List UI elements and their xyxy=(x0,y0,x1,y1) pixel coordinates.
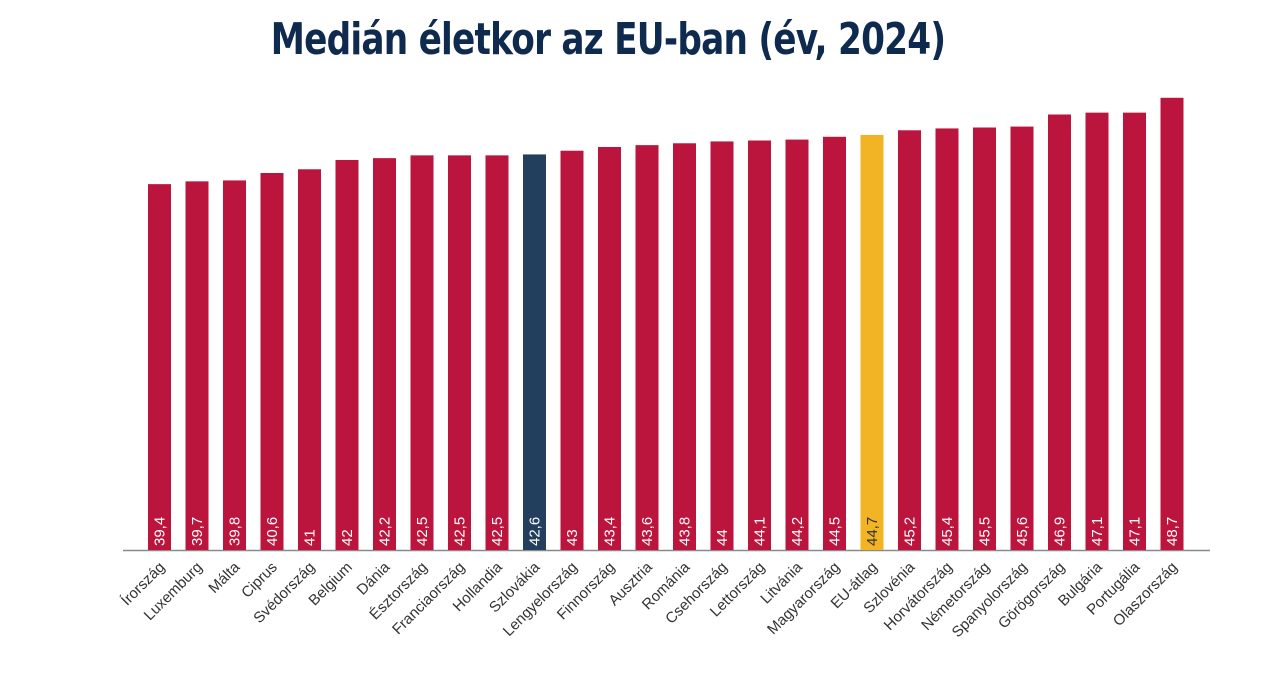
data-label: 42,2 xyxy=(377,517,394,546)
data-label: 43,8 xyxy=(677,517,694,546)
bar xyxy=(1085,112,1109,551)
data-label: 41 xyxy=(302,529,319,546)
data-label: 42,5 xyxy=(414,517,431,546)
data-label: 44 xyxy=(714,529,731,546)
data-label: 43 xyxy=(564,529,581,546)
data-label: 45,4 xyxy=(939,517,956,546)
bar xyxy=(148,184,171,550)
bar xyxy=(823,136,846,551)
chart-title: Medián életkor az EU-ban (év, 2024) xyxy=(270,14,946,65)
data-label: 44,7 xyxy=(864,517,881,546)
data-label: 42,5 xyxy=(489,517,506,546)
x-tick-label: Málta xyxy=(205,558,243,596)
data-label: 42 xyxy=(339,529,356,546)
bar xyxy=(785,139,809,551)
data-label: 42,6 xyxy=(527,517,544,546)
data-label: 44,1 xyxy=(752,517,769,546)
data-label: 39,4 xyxy=(152,517,169,546)
bar xyxy=(1160,97,1184,551)
data-label: 48,7 xyxy=(1164,517,1181,546)
bar xyxy=(223,180,246,550)
bar xyxy=(598,147,621,550)
bar xyxy=(260,173,284,550)
bar xyxy=(335,160,359,550)
bar xyxy=(1123,112,1146,551)
data-label: 43,6 xyxy=(639,517,656,546)
bar xyxy=(710,141,734,550)
data-label: 39,7 xyxy=(189,517,206,546)
bar xyxy=(298,169,321,551)
bar xyxy=(448,155,471,550)
data-label: 44,2 xyxy=(789,517,806,546)
data-label: 40,6 xyxy=(264,517,281,546)
bar xyxy=(673,143,696,551)
data-label: 45,5 xyxy=(977,517,994,546)
data-label: 42,5 xyxy=(452,517,469,546)
bar xyxy=(935,128,959,550)
bar xyxy=(898,130,921,551)
bar xyxy=(1010,126,1034,551)
bar xyxy=(1048,114,1071,550)
bar xyxy=(185,181,209,550)
bar xyxy=(373,158,396,550)
bar xyxy=(485,155,509,550)
bar xyxy=(973,127,996,550)
bar xyxy=(748,140,771,550)
bar xyxy=(560,150,584,550)
data-label: 47,1 xyxy=(1127,517,1144,546)
data-label: 44,5 xyxy=(827,517,844,546)
data-label: 46,9 xyxy=(1052,517,1069,546)
data-label: 47,1 xyxy=(1089,517,1106,546)
data-label: 45,2 xyxy=(902,517,919,546)
bar xyxy=(635,145,659,550)
bar xyxy=(410,155,434,550)
bar xyxy=(523,154,546,550)
data-label: 45,6 xyxy=(1014,517,1031,546)
data-label: 43,4 xyxy=(602,517,619,546)
data-label: 39,8 xyxy=(227,517,244,546)
bar xyxy=(860,134,884,550)
